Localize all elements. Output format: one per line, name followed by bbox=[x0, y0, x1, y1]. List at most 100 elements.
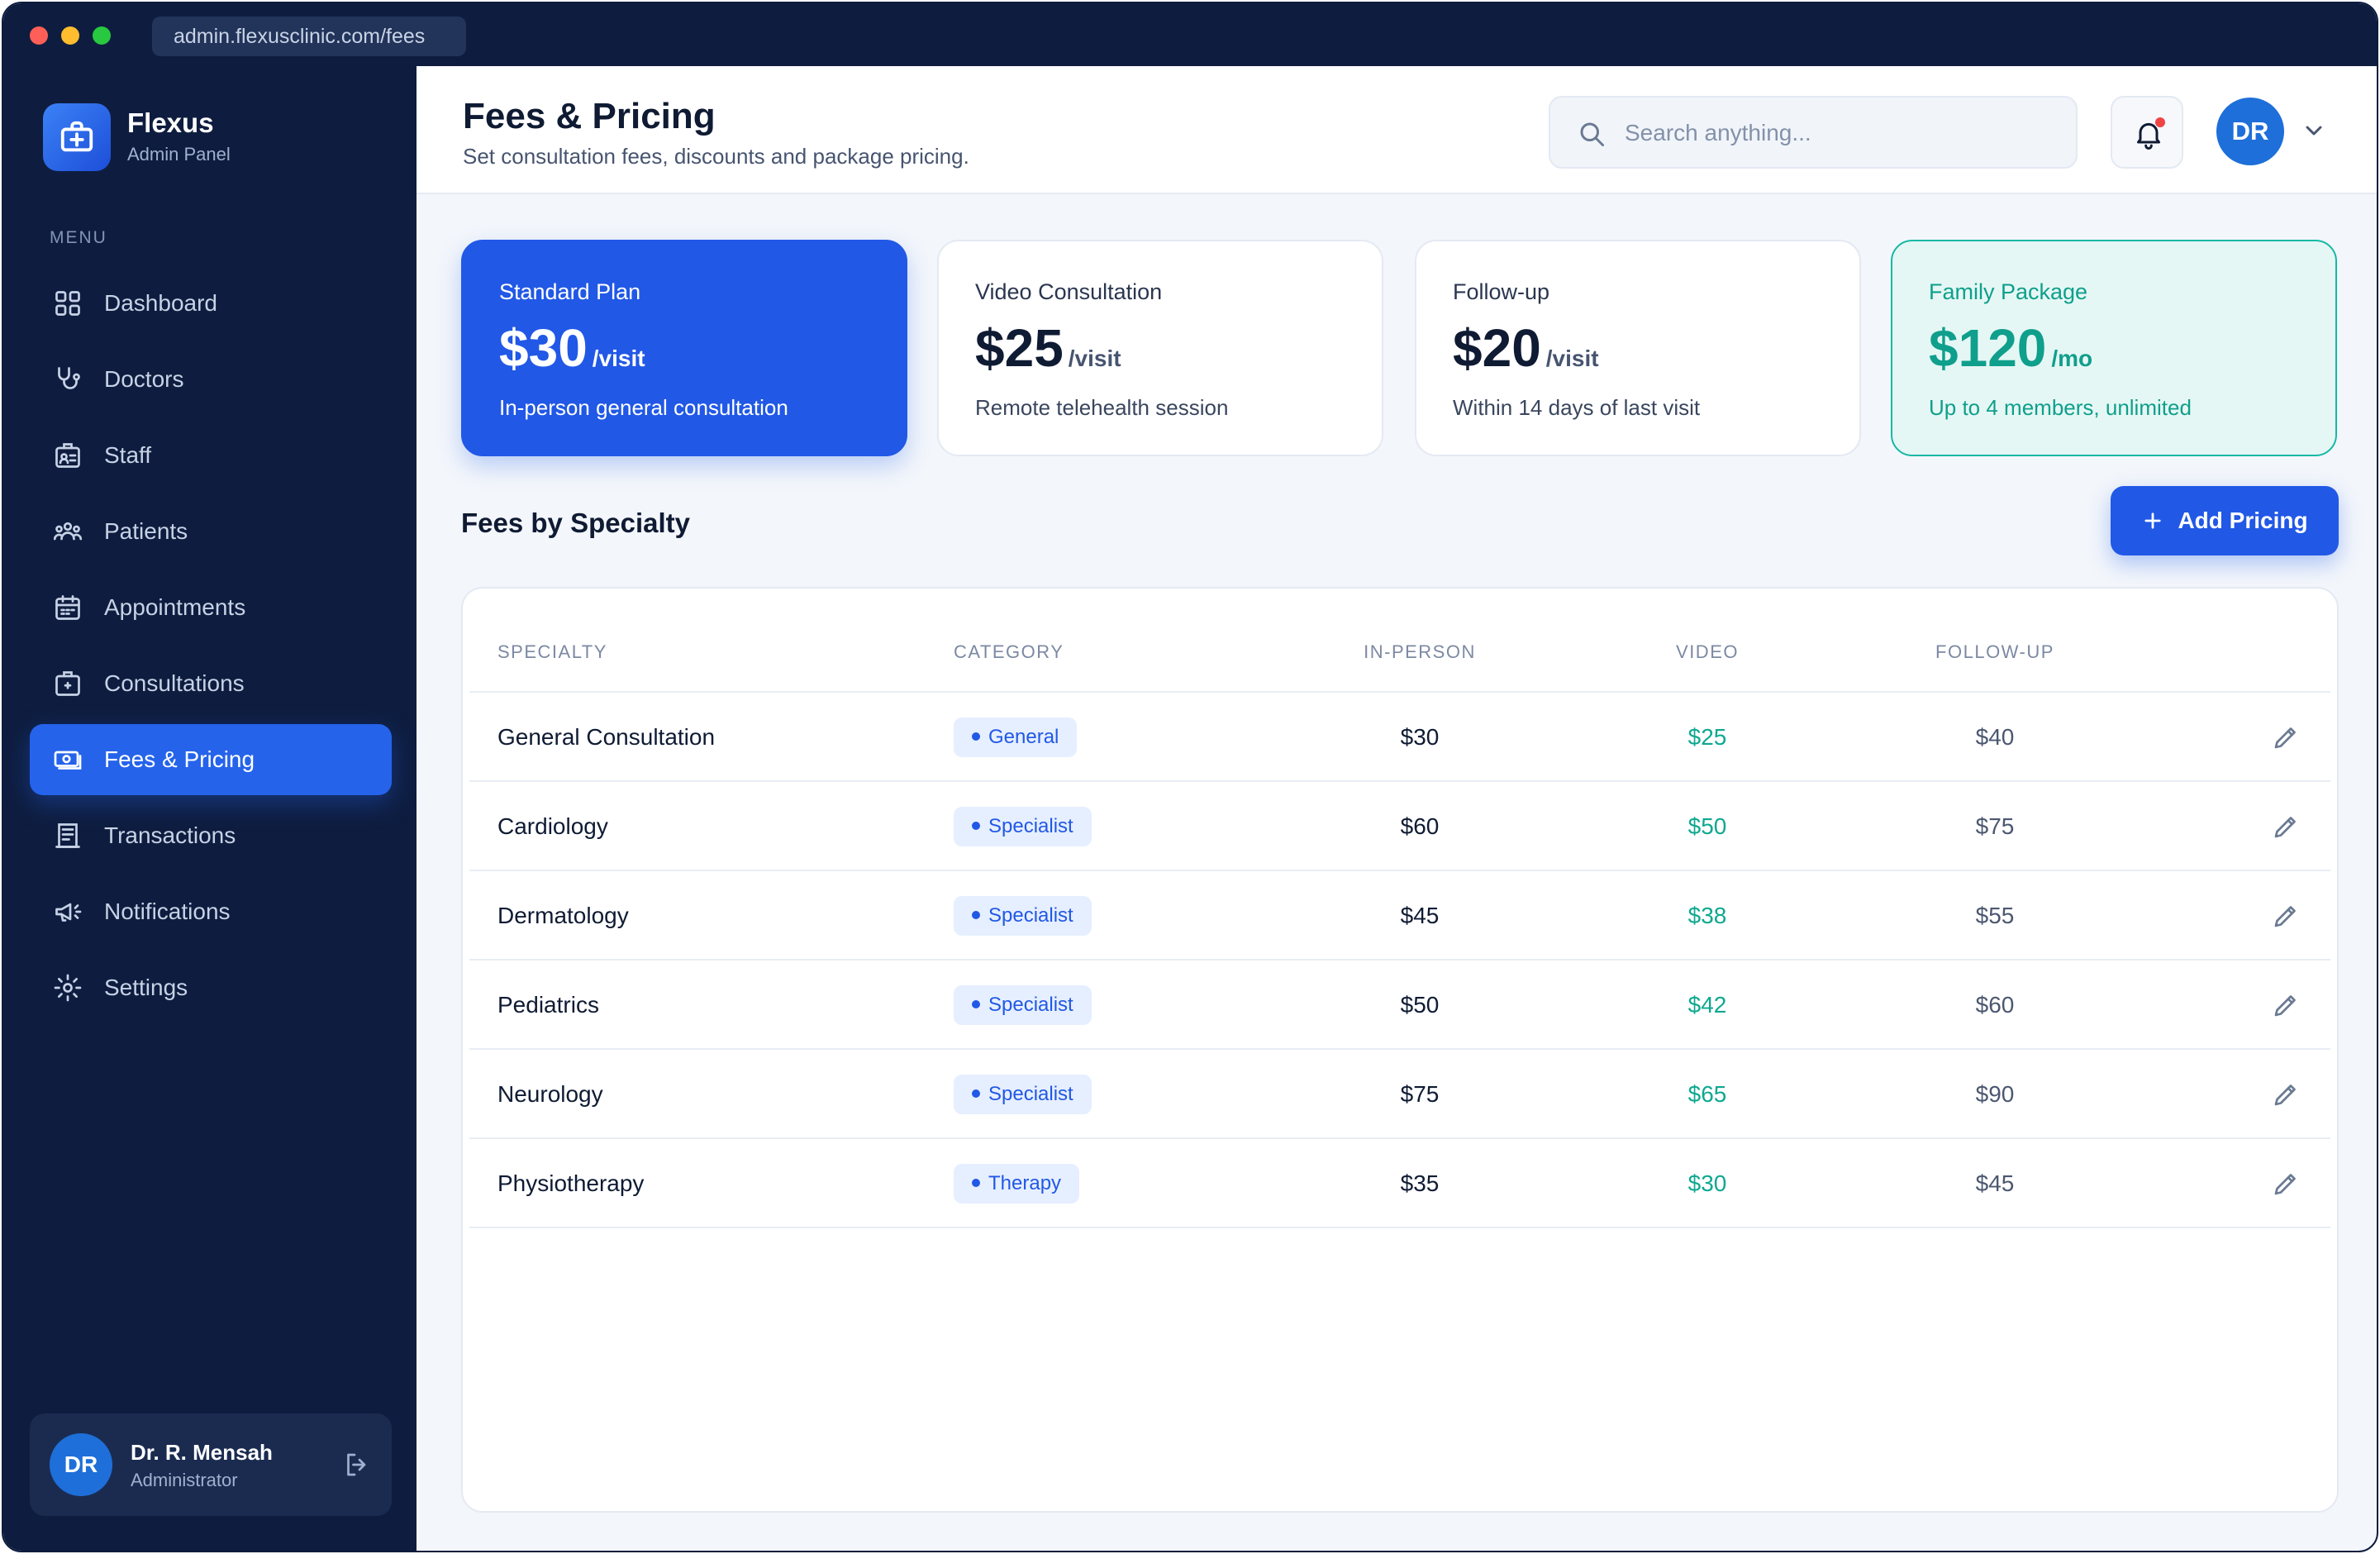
table-row: Physiotherapy Therapy $35 $30 $45 bbox=[469, 1139, 2330, 1228]
specialty-cell: Cardiology bbox=[497, 813, 608, 839]
card-title: Follow-up bbox=[1453, 279, 1550, 304]
sidebar: Flexus Admin Panel MENU Dashboard Doctor… bbox=[3, 66, 416, 1551]
sidebar-item-label: Patients bbox=[104, 518, 188, 544]
brand-subtitle: Admin Panel bbox=[127, 144, 231, 164]
stethoscope-icon bbox=[58, 367, 80, 389]
specialty-cell: Dermatology bbox=[497, 903, 629, 928]
notifications-button[interactable] bbox=[2111, 96, 2183, 169]
sidebar-item-staff[interactable]: Staff bbox=[30, 420, 392, 491]
pricing-card-family[interactable]: Family Package $120/mo Up to 4 members, … bbox=[1891, 240, 2337, 456]
sidebar-item-transactions[interactable]: Transactions bbox=[30, 800, 392, 871]
chevron-down-icon[interactable] bbox=[2301, 117, 2327, 144]
sidebar-item-dashboard[interactable]: Dashboard bbox=[30, 268, 392, 339]
calendar-icon bbox=[55, 595, 80, 620]
receipt-icon bbox=[55, 823, 80, 848]
sidebar-item-label: Fees & Pricing bbox=[104, 746, 255, 772]
pencil-icon[interactable] bbox=[2271, 722, 2301, 752]
brand-name: Flexus bbox=[127, 107, 214, 138]
pencil-icon[interactable] bbox=[2271, 1169, 2301, 1199]
table-row: Dermatology Specialist $45 $38 $55 bbox=[469, 871, 2330, 961]
column-header: FOLLOW-UP bbox=[1935, 641, 2054, 662]
sidebar-item-label: Settings bbox=[104, 975, 188, 1000]
video-fee: $65 bbox=[1687, 1081, 1727, 1107]
table-row: Pediatrics Specialist $50 $42 $60 bbox=[469, 961, 2330, 1050]
sidebar-item-fees-pricing[interactable]: Fees & Pricing bbox=[30, 724, 392, 795]
sidebar-item-settings[interactable]: Settings bbox=[30, 952, 392, 1023]
sidebar-item-appointments[interactable]: Appointments bbox=[30, 572, 392, 643]
fees-table: SPECIALTY CATEGORY IN-PERSON VIDEO FOLLO… bbox=[461, 587, 2339, 1513]
card-description: Remote telehealth session bbox=[975, 395, 1229, 420]
pencil-icon[interactable] bbox=[2271, 1080, 2301, 1109]
specialty-cell: Physiotherapy bbox=[497, 1170, 645, 1196]
user-name: Dr. R. Mensah bbox=[131, 1440, 273, 1465]
follow-up-fee: $40 bbox=[1975, 724, 2015, 750]
video-fee: $42 bbox=[1687, 992, 1727, 1018]
minimize-window-button[interactable] bbox=[61, 26, 79, 45]
pencil-icon[interactable] bbox=[2271, 901, 2301, 931]
card-description: Within 14 days of last visit bbox=[1453, 395, 1701, 420]
logout-icon[interactable] bbox=[342, 1450, 372, 1480]
sidebar-item-notifications[interactable]: Notifications bbox=[30, 876, 392, 947]
pencil-icon[interactable] bbox=[2271, 990, 2301, 1020]
card-description: In-person general consultation bbox=[499, 395, 788, 420]
category-badge: Specialist bbox=[954, 807, 1092, 846]
card-price: $20/visit bbox=[1453, 317, 1599, 379]
sidebar-item-label: Notifications bbox=[104, 899, 231, 924]
id-badge-icon bbox=[55, 443, 80, 468]
pricing-card-video[interactable]: Video Consultation $25/visit Remote tele… bbox=[937, 240, 1383, 456]
sidebar-item-label: Appointments bbox=[104, 594, 246, 620]
grid-icon bbox=[55, 291, 80, 316]
price-value: $30 bbox=[499, 318, 588, 378]
search-box[interactable] bbox=[1549, 96, 2078, 169]
table-row: General Consultation General $30 $25 $40 bbox=[469, 693, 2330, 782]
card-title: Standard Plan bbox=[499, 279, 641, 304]
price-value: $20 bbox=[1453, 318, 1541, 378]
card-title: Family Package bbox=[1929, 279, 2088, 304]
pricing-card-follow-up[interactable]: Follow-up $20/visit Within 14 days of la… bbox=[1415, 240, 1861, 456]
search-input[interactable] bbox=[1625, 114, 2054, 152]
page-title: Fees & Pricing bbox=[463, 96, 716, 136]
sidebar-item-doctors[interactable]: Doctors bbox=[30, 344, 392, 415]
in-person-fee: $45 bbox=[1400, 903, 1440, 928]
sidebar-item-label: Consultations bbox=[104, 670, 245, 696]
video-fee: $30 bbox=[1687, 1170, 1727, 1196]
users-icon bbox=[53, 522, 83, 541]
table-row: Neurology Specialist $75 $65 $90 bbox=[469, 1050, 2330, 1139]
money-icon bbox=[54, 751, 82, 770]
sidebar-item-patients[interactable]: Patients bbox=[30, 496, 392, 567]
follow-up-fee: $60 bbox=[1975, 992, 2015, 1018]
user-role: Administrator bbox=[131, 1470, 238, 1490]
price-value: $120 bbox=[1929, 318, 2047, 378]
avatar[interactable]: DR bbox=[2216, 98, 2284, 165]
follow-up-fee: $55 bbox=[1975, 903, 2015, 928]
menu-label: MENU bbox=[50, 228, 107, 247]
plus-icon bbox=[2144, 512, 2162, 529]
pencil-icon[interactable] bbox=[2271, 812, 2301, 841]
price-unit: /visit bbox=[1068, 346, 1121, 371]
card-price: $120/mo bbox=[1929, 317, 2092, 379]
in-person-fee: $75 bbox=[1400, 1081, 1440, 1107]
sidebar-item-label: Doctors bbox=[104, 366, 184, 392]
url-bar[interactable]: admin.flexusclinic.com/fees bbox=[152, 17, 466, 56]
add-pricing-button[interactable]: Add Pricing bbox=[2111, 486, 2339, 555]
price-unit: /mo bbox=[2051, 346, 2093, 371]
video-fee: $25 bbox=[1687, 724, 1727, 750]
specialty-cell: Pediatrics bbox=[497, 992, 599, 1018]
medical-case-icon bbox=[55, 671, 80, 696]
in-person-fee: $35 bbox=[1400, 1170, 1440, 1196]
card-title: Video Consultation bbox=[975, 279, 1163, 304]
maximize-window-button[interactable] bbox=[93, 26, 111, 45]
sidebar-nav: Dashboard Doctors Staff Patients Appoint… bbox=[30, 268, 392, 1028]
user-card[interactable]: DR Dr. R. Mensah Administrator bbox=[30, 1413, 392, 1516]
pricing-card-standard[interactable]: Standard Plan $30/visit In-person genera… bbox=[461, 240, 907, 456]
sidebar-item-label: Staff bbox=[104, 442, 152, 468]
page-subtitle: Set consultation fees, discounts and pac… bbox=[463, 144, 969, 169]
sidebar-item-consultations[interactable]: Consultations bbox=[30, 648, 392, 719]
follow-up-fee: $75 bbox=[1975, 813, 2015, 839]
close-window-button[interactable] bbox=[30, 26, 48, 45]
table-body: General Consultation General $30 $25 $40… bbox=[469, 691, 2330, 1228]
search-icon bbox=[1580, 122, 1604, 146]
follow-up-fee: $45 bbox=[1975, 1170, 2015, 1196]
specialty-cell: Neurology bbox=[497, 1081, 603, 1107]
